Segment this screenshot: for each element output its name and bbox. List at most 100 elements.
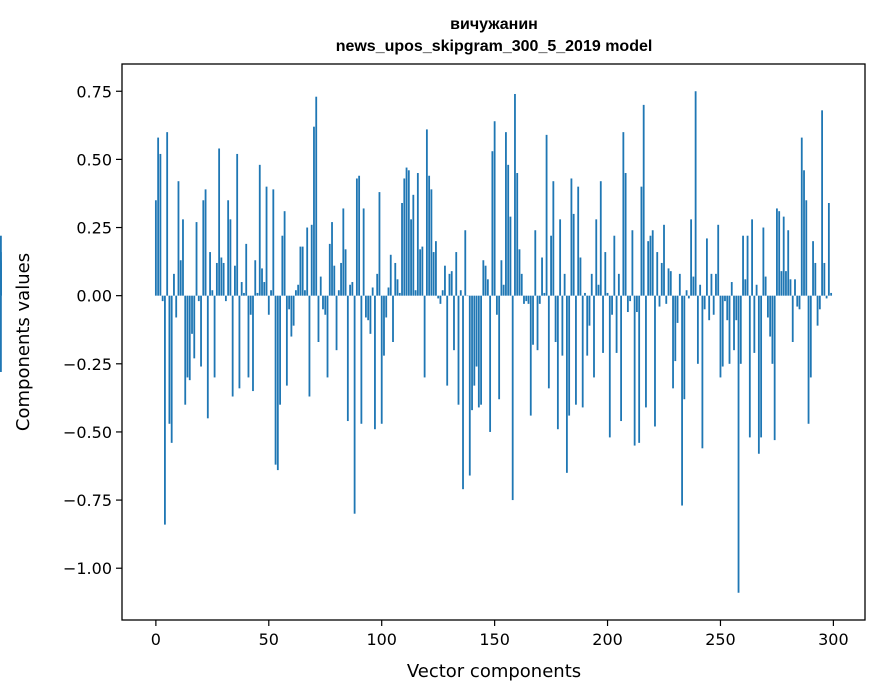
x-tick-label: 150 [479,630,510,649]
x-tick-label: 100 [366,630,397,649]
bar-216 [642,104,645,296]
bar-156 [507,164,510,296]
bar-117 [419,249,422,296]
bar-136 [462,295,464,490]
bar-45 [256,292,259,296]
bar-147 [486,279,489,296]
bar-66 [304,290,306,296]
y-axis-label: Components values [13,253,34,431]
y-tick-label: 0.00 [76,287,112,306]
bar-281 [789,279,792,296]
bar-144 [480,295,482,405]
bar-224 [660,262,663,296]
bar-190 [584,292,586,296]
bar-97 [374,295,376,430]
bar-187 [577,186,580,296]
bar-4 [164,295,166,525]
bar-137 [464,230,467,296]
bar-195 [595,219,598,296]
bar-64 [299,246,302,296]
bar-186 [575,295,577,405]
bar-272 [769,295,772,337]
bar-35 [234,265,236,296]
bar-57 [283,211,286,296]
bar-126 [439,295,442,304]
bar-70 [313,126,315,296]
x-tick-label: 50 [259,630,279,649]
bar-81 [337,290,340,296]
bar-261 [744,279,747,296]
bar-145 [482,260,485,296]
bar-206 [620,295,622,422]
bar-92 [362,208,365,296]
bar-183 [568,295,571,416]
bar-33 [229,219,232,296]
bar-30 [222,262,225,296]
y-tick-label: 0.75 [76,82,112,101]
bar-240 [696,295,699,364]
bar-19 [197,295,200,302]
x-tick-label: 200 [592,630,623,649]
bar-59 [288,295,291,310]
bar-163 [523,295,525,304]
bar-269 [762,227,765,296]
bar-80 [335,295,338,351]
bar-207 [622,132,625,296]
bar-128 [444,265,446,296]
bar-257 [735,295,738,321]
bar-139 [468,295,471,476]
bar-167 [532,295,534,345]
bar-250 [719,295,722,378]
bar-295 [821,110,823,296]
bar-223 [658,295,661,307]
bar-234 [683,295,686,400]
bar-5 [166,132,169,296]
bar-273 [771,295,774,364]
bar-245 [708,295,711,321]
bar-265 [753,295,756,353]
bar-78 [331,222,333,296]
bar-18 [195,222,198,296]
bar-230 [674,295,677,362]
bar-189 [581,295,584,408]
bar-290 [809,295,812,378]
bar-182 [565,295,568,473]
bar-175 [550,235,552,296]
bar-267 [757,295,760,454]
bar-160 [516,173,519,296]
bar-209 [626,295,629,313]
bar-146 [484,265,487,296]
bar-165 [527,295,530,304]
bar-79 [333,265,336,296]
bar-221 [654,295,656,427]
bar-67 [306,227,309,296]
bar-94 [367,295,370,321]
bar-134 [457,295,460,405]
bar-65 [301,246,304,296]
bar-285 [798,295,801,310]
bar-43 [252,295,254,392]
bar-10 [177,181,180,296]
bar-212 [633,295,636,446]
bar-124 [435,241,437,296]
bar-222 [656,252,659,296]
bar-50 [267,295,270,315]
bar-58 [285,295,288,386]
bar-210 [629,295,632,302]
bar-274 [773,295,776,441]
bar-101 [383,295,385,356]
bar-148 [489,295,492,432]
bar-246 [710,273,713,296]
bar-158 [511,295,514,501]
bar-108 [398,292,401,296]
bar-107 [396,279,399,296]
bar-17 [193,295,196,359]
bar-194 [593,295,595,378]
bar-275 [776,208,778,296]
bar-127 [441,290,444,296]
bar-114 [412,194,415,296]
bar-118 [421,246,424,296]
bar-218 [647,241,650,296]
bar-174 [547,295,550,389]
bar-228 [669,271,672,296]
